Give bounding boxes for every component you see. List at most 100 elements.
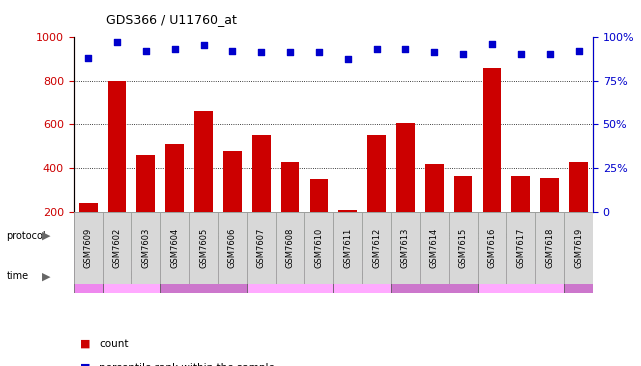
Text: GSM7614: GSM7614	[429, 228, 439, 268]
Bar	[333, 260, 391, 293]
Bar	[247, 260, 333, 293]
Bar	[276, 212, 304, 284]
Text: 1 day: 1 day	[118, 271, 145, 281]
Bar	[535, 212, 564, 284]
Bar	[79, 203, 97, 256]
Text: GSM7616: GSM7616	[487, 228, 497, 268]
Point	[228, 48, 238, 53]
Text: GSM7609: GSM7609	[83, 228, 93, 268]
Text: GSM7617: GSM7617	[516, 228, 526, 268]
Bar	[540, 178, 559, 256]
Bar	[108, 81, 126, 256]
Bar	[74, 260, 103, 293]
Bar	[564, 212, 593, 284]
Text: GSM7604: GSM7604	[170, 228, 179, 268]
Text: GSM7610: GSM7610	[314, 228, 324, 268]
Point	[400, 46, 410, 52]
Point	[285, 49, 295, 55]
Text: GSM7611: GSM7611	[343, 228, 353, 268]
Text: GSM7606: GSM7606	[228, 228, 237, 268]
Text: GDS366 / U11760_at: GDS366 / U11760_at	[106, 12, 237, 26]
Point	[487, 41, 497, 46]
Text: 4 day: 4 day	[565, 271, 592, 281]
Bar	[74, 212, 103, 260]
Bar	[165, 144, 184, 256]
Bar	[103, 212, 131, 284]
Text: GSM7619: GSM7619	[574, 228, 583, 268]
Text: 3 day: 3 day	[507, 271, 535, 281]
Bar	[454, 176, 472, 256]
Text: ■: ■	[80, 363, 90, 366]
Bar	[391, 260, 478, 293]
Bar	[310, 179, 328, 256]
Bar	[338, 210, 357, 256]
Bar	[449, 212, 478, 284]
Text: protocol: protocol	[6, 231, 46, 241]
Text: percentile rank within the sample: percentile rank within the sample	[99, 363, 275, 366]
Point	[342, 56, 353, 62]
Text: GSM7612: GSM7612	[372, 228, 381, 268]
Bar	[362, 212, 391, 284]
Text: GSM7618: GSM7618	[545, 228, 554, 268]
Text: GSM7607: GSM7607	[256, 228, 266, 268]
Point	[83, 55, 94, 61]
Text: breast fed: breast fed	[192, 231, 244, 241]
Bar	[478, 260, 564, 293]
Bar	[333, 212, 362, 284]
Text: GSM7603: GSM7603	[141, 228, 151, 268]
Text: formula fed and hypoxia: formula fed and hypoxia	[399, 231, 527, 241]
Point	[112, 39, 122, 45]
Text: GSM7615: GSM7615	[458, 228, 468, 268]
Bar	[247, 212, 276, 284]
Bar	[425, 164, 444, 256]
Bar	[160, 212, 189, 284]
Point	[199, 42, 209, 48]
Text: ▶: ▶	[42, 231, 51, 241]
Bar	[569, 162, 588, 256]
Point	[169, 46, 179, 52]
Bar	[103, 260, 160, 293]
Bar	[396, 123, 415, 256]
Bar	[137, 155, 155, 256]
Bar	[367, 135, 386, 256]
Point	[372, 46, 382, 52]
Bar	[281, 162, 299, 256]
Text: 0 day: 0 day	[74, 271, 102, 281]
Bar	[478, 212, 506, 284]
Bar	[304, 212, 333, 284]
Bar	[74, 212, 103, 284]
Text: ▶: ▶	[42, 271, 51, 281]
Point	[515, 51, 526, 57]
Text: count: count	[99, 339, 129, 349]
Bar	[223, 151, 242, 256]
Bar	[333, 212, 593, 260]
Point	[256, 49, 267, 55]
Text: control
unfed
newbo
rn: control unfed newbo rn	[75, 216, 101, 256]
Bar	[103, 212, 333, 260]
Bar	[512, 176, 530, 256]
Bar	[131, 212, 160, 284]
Bar	[160, 260, 247, 293]
Bar	[564, 260, 593, 293]
Bar	[483, 68, 501, 256]
Point	[458, 51, 468, 57]
Text: GSM7605: GSM7605	[199, 228, 208, 268]
Text: time: time	[6, 271, 29, 281]
Text: 3 day: 3 day	[276, 271, 304, 281]
Text: 1 day: 1 day	[349, 271, 376, 281]
Bar	[391, 212, 420, 284]
Bar	[189, 212, 218, 284]
Point	[574, 48, 584, 53]
Text: 2 day: 2 day	[190, 271, 217, 281]
Bar	[218, 212, 247, 284]
Point	[429, 49, 440, 55]
Bar	[506, 212, 535, 284]
Text: 2 day: 2 day	[420, 271, 448, 281]
Point	[545, 51, 555, 57]
Text: GSM7602: GSM7602	[112, 228, 122, 268]
Point	[140, 48, 151, 53]
Text: GSM7608: GSM7608	[285, 228, 295, 268]
Bar	[420, 212, 449, 284]
Point	[314, 49, 324, 55]
Text: GSM7613: GSM7613	[401, 228, 410, 268]
